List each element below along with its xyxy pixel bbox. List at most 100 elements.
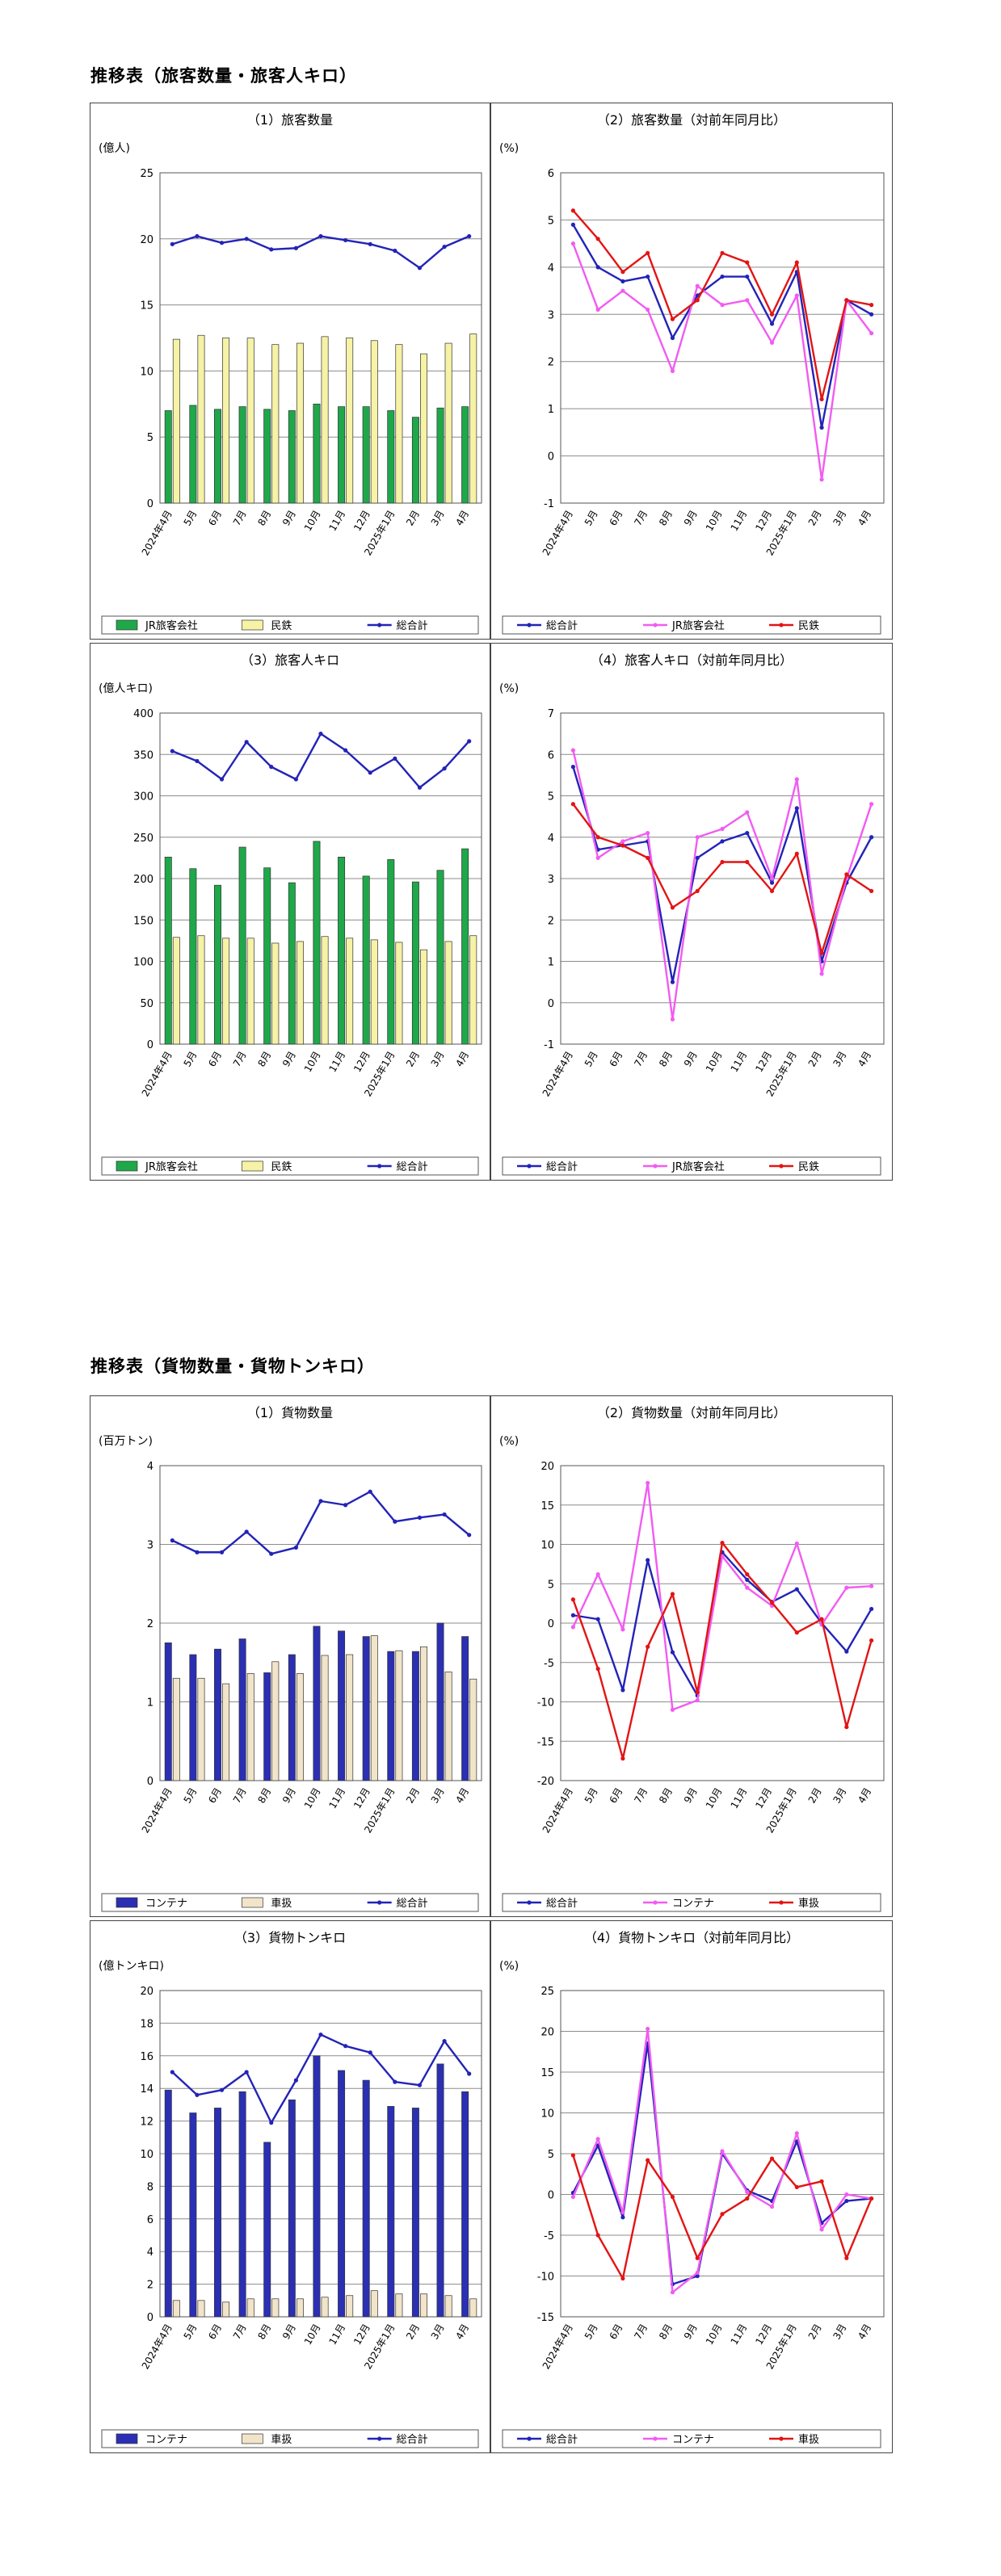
data-point <box>745 1585 750 1590</box>
bar <box>444 2295 452 2318</box>
data-point <box>318 732 323 736</box>
chart-passenger-km-yoy: （4）旅客人キロ（対前年同月比） (%) -1 0 1 2 3 4 5 6 7 2024年4月 5月 6月… <box>499 652 885 1176</box>
data-point <box>819 477 824 482</box>
legend-swatch <box>241 619 263 631</box>
y-unit-label: (百万トン) <box>99 1435 153 1448</box>
data-point <box>794 1541 799 1546</box>
y-tick-label: 20 <box>540 2027 554 2039</box>
bar <box>288 2099 296 2318</box>
data-point <box>570 748 575 753</box>
legend-label: JR旅客会社 <box>671 1160 725 1173</box>
bar <box>469 935 477 1045</box>
bar <box>164 2089 172 2318</box>
chart-title: （3）旅客人キロ <box>241 652 339 668</box>
legend-label: 車扱 <box>271 1898 292 1910</box>
bar <box>346 1654 354 1781</box>
data-point <box>595 265 600 270</box>
bar <box>338 2070 346 2318</box>
data-point <box>368 1489 372 1494</box>
y-tick-label: 15 <box>540 1500 554 1512</box>
y-tick-label: 6 <box>147 2214 154 2226</box>
data-point <box>570 1613 575 1617</box>
plot-area <box>159 1990 482 2318</box>
legend-label: 民鉄 <box>271 620 292 632</box>
data-point <box>670 335 675 341</box>
legend-marker <box>779 2436 784 2441</box>
data-point <box>393 2079 397 2084</box>
data-point <box>794 2184 799 2190</box>
bar <box>197 935 205 1045</box>
legend-label: コンテナ <box>145 1898 187 1910</box>
data-point <box>170 2070 175 2075</box>
data-point <box>670 980 675 984</box>
series-line <box>572 766 873 984</box>
y-tick-label: 0 <box>548 2190 554 2202</box>
data-point <box>844 298 849 303</box>
legend-label: 車扱 <box>798 1898 819 1910</box>
data-point <box>219 777 225 782</box>
y-tick-label: 0 <box>147 1039 154 1051</box>
y-tick-label: 1 <box>147 1697 154 1710</box>
x-tick-label: 3月 <box>831 509 848 528</box>
y-tick-label: 4 <box>548 833 554 845</box>
x-tick-label: 12月 <box>753 2322 774 2347</box>
bar <box>288 410 296 504</box>
data-point <box>695 2273 700 2279</box>
bar <box>420 353 427 504</box>
data-point <box>417 785 423 790</box>
y-tick-label: 3 <box>548 874 554 886</box>
data-point <box>570 802 575 807</box>
series-line <box>171 235 470 269</box>
y-tick-label: 5 <box>147 432 154 444</box>
series-line <box>572 2028 872 2293</box>
data-point <box>745 810 750 815</box>
y-tick-label: 2 <box>147 2280 154 2292</box>
y-tick-label: 2 <box>548 357 554 369</box>
x-tick-label: 12月 <box>351 509 372 534</box>
bar <box>436 407 444 504</box>
legend-box <box>502 2429 881 2448</box>
x-tick-label: 6月 <box>206 509 224 528</box>
data-point <box>595 855 600 860</box>
x-tick-label: 10月 <box>704 2322 725 2347</box>
chart-title: （2）貨物数量（対前年同月比） <box>597 1405 786 1420</box>
bar <box>420 2293 427 2318</box>
legend-marker <box>377 1164 382 1168</box>
y-tick-label: -20 <box>537 1776 554 1788</box>
x-tick-label: 7月 <box>231 2322 249 2342</box>
y-tick-label: 25 <box>140 168 154 180</box>
data-point <box>595 1617 600 1622</box>
data-point <box>219 2087 225 2092</box>
data-point <box>819 950 824 955</box>
x-tick-label: 6月 <box>206 1786 224 1806</box>
bar <box>246 338 254 504</box>
bar <box>338 1630 346 1781</box>
bar <box>411 2108 419 2318</box>
bar <box>395 1650 403 1781</box>
x-tick-label: 10月 <box>302 1786 323 1811</box>
bar <box>436 870 444 1045</box>
data-point <box>570 765 575 770</box>
bar <box>197 1677 205 1781</box>
bar <box>271 942 280 1045</box>
x-tick-label: 6月 <box>608 2322 625 2342</box>
data-point <box>745 260 750 265</box>
series-line <box>171 732 470 789</box>
y-tick-label: 5 <box>548 1579 554 1591</box>
bar <box>362 875 370 1045</box>
data-point <box>620 1756 625 1761</box>
bar <box>420 949 427 1045</box>
x-tick-label: 3月 <box>831 1050 848 1069</box>
chart-panel-passenger-km-yoy: （4）旅客人キロ（対前年同月比） (%) -1 0 1 2 3 4 5 6 7 2024年4月 5月 6月… <box>490 643 893 1181</box>
y-unit-label: (%) <box>499 1960 519 1973</box>
bar <box>246 1673 254 1781</box>
legend-swatch <box>116 1160 138 1172</box>
data-point <box>720 274 725 279</box>
data-point <box>442 1512 447 1517</box>
x-tick-label: 2月 <box>806 2322 824 2342</box>
x-tick-label: 2024年4月 <box>140 2322 175 2372</box>
data-point <box>646 831 650 836</box>
data-point <box>869 1638 874 1643</box>
x-tick-label: 4月 <box>856 1050 873 1069</box>
data-point <box>769 1601 775 1605</box>
